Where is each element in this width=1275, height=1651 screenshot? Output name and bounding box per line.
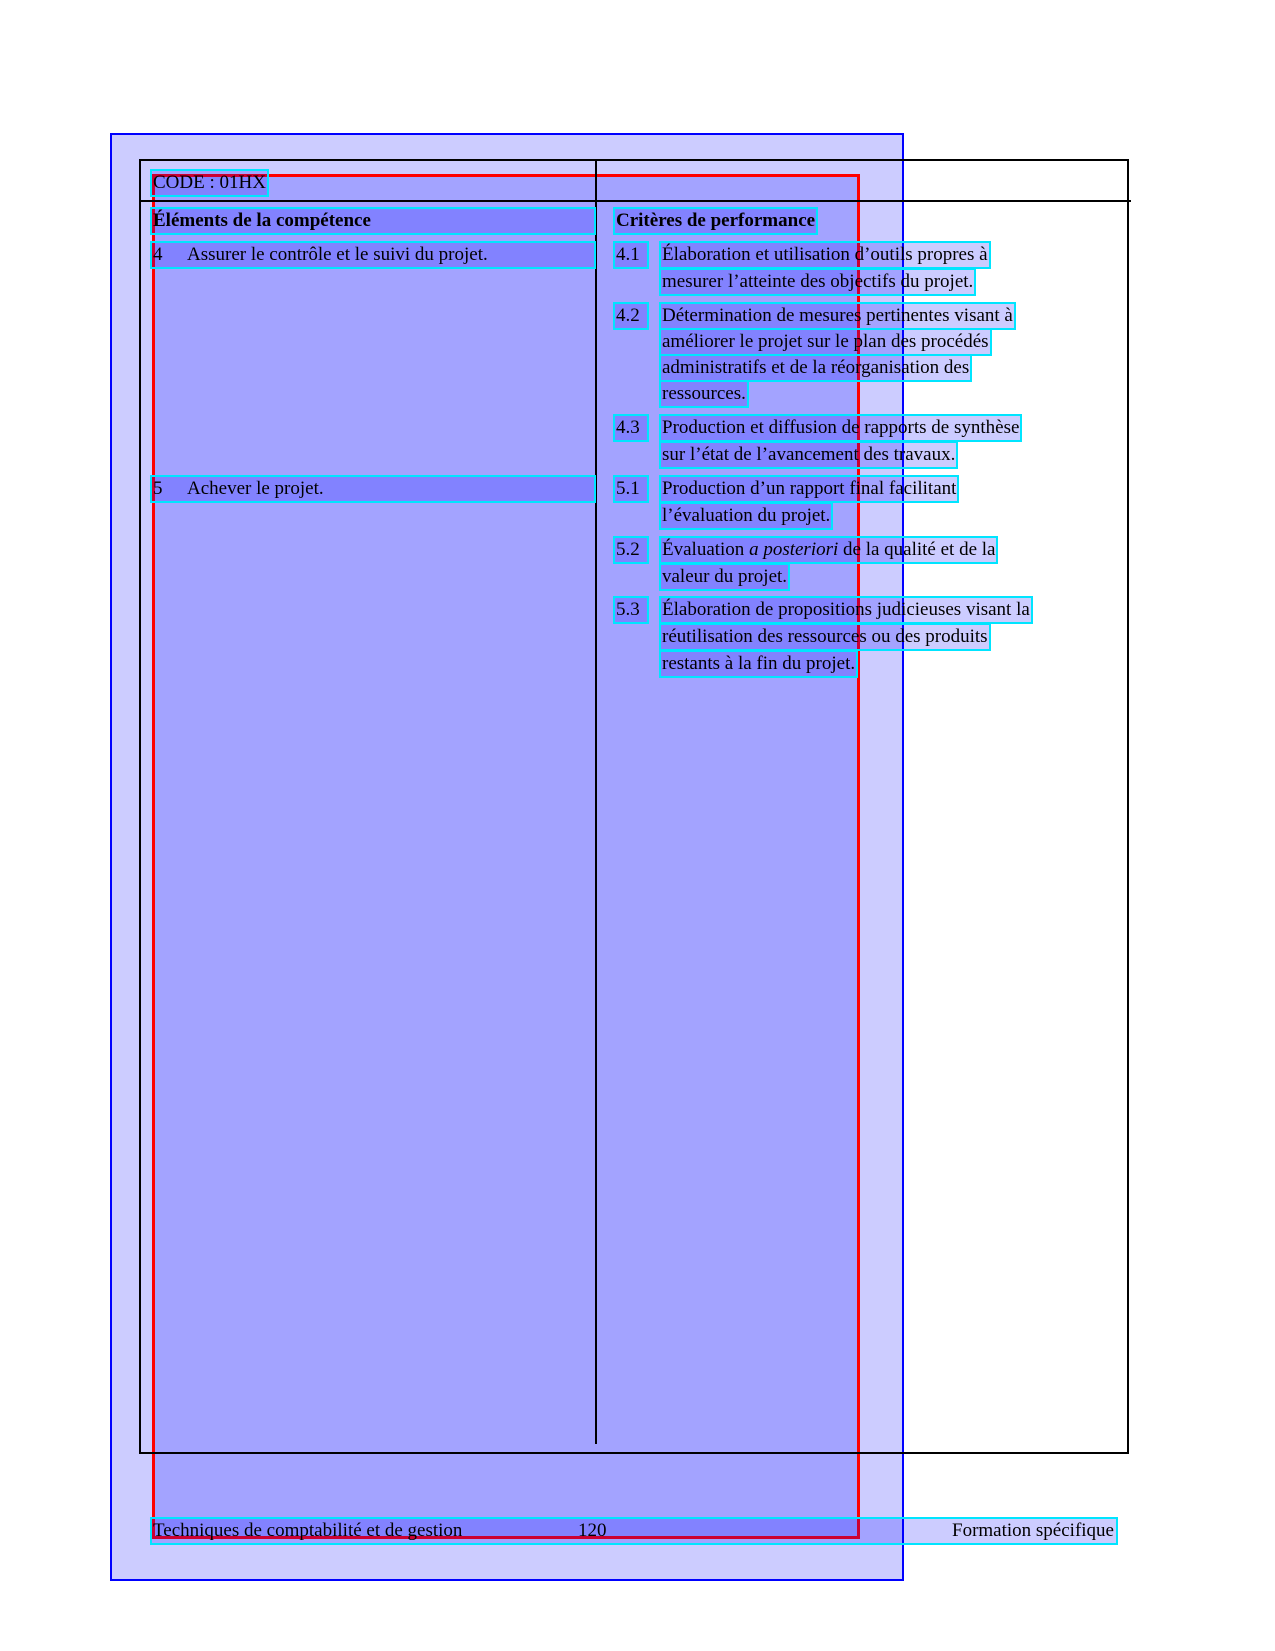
header-elements: Éléments de la compétence — [150, 207, 596, 235]
criterion-number: 5.3 — [613, 596, 649, 624]
footer-section: Formation spécifique — [952, 1520, 1114, 1541]
element-row-5: 5 Achever le projet. — [150, 475, 596, 503]
table-bottom-border — [139, 1452, 1129, 1454]
table-header-divider — [139, 200, 1131, 202]
criterion-line: administratifs et de la réorganisation d… — [658, 354, 973, 382]
criterion-line: mesurer l’atteinte des objectifs du proj… — [658, 268, 977, 296]
footer-page-number: 120 — [578, 1520, 607, 1541]
header-criteria: Critères de performance — [612, 207, 819, 235]
criterion-line: Évaluation a posteriori de la qualité et… — [658, 536, 999, 564]
criterion-line: réutilisation des ressources ou des prod… — [659, 623, 991, 651]
content-region-overlay — [152, 174, 860, 1539]
criterion-line: l’évaluation du projet. — [658, 502, 834, 530]
element-text: Assurer le contrôle et le suivi du proje… — [187, 244, 488, 265]
criterion-line: Élaboration de propositions judicieuses … — [659, 596, 1033, 624]
page-region-overlay — [110, 133, 904, 1581]
criterion-line: restants à la fin du projet. — [658, 650, 859, 678]
element-text: Achever le projet. — [187, 478, 324, 499]
criterion-line: Production et diffusion de rapports de s… — [658, 414, 1023, 442]
criterion-line: Détermination de mesures pertinentes vis… — [659, 302, 1016, 330]
criterion-line: Élaboration et utilisation d’outils prop… — [659, 241, 991, 269]
element-row-4: 4 Assurer le contrôle et le suivi du pro… — [150, 241, 596, 269]
criterion-line: ressources. — [659, 380, 749, 408]
criterion-number: 4.2 — [613, 302, 649, 330]
criterion-line: valeur du projet. — [658, 563, 791, 591]
criterion-number: 5.1 — [613, 475, 649, 503]
table-left-border — [139, 159, 141, 1454]
criterion-line: améliorer le projet sur le plan des proc… — [659, 328, 992, 356]
criterion-number: 4.3 — [613, 414, 649, 442]
footer-program: Techniques de comptabilité et de gestion — [153, 1520, 463, 1541]
criterion-line: Production d’un rapport final facilitant — [658, 475, 960, 503]
criterion-text: de la qualité et de la — [838, 539, 996, 560]
table-column-divider — [595, 159, 597, 1444]
table-top-border — [139, 159, 1129, 161]
criterion-italic-term: a posteriori — [749, 539, 839, 560]
page-footer: Techniques de comptabilité et de gestion… — [150, 1517, 1118, 1545]
criterion-line: sur l’état de l’avancement des travaux. — [658, 441, 959, 469]
element-number: 4 — [153, 244, 163, 265]
criterion-number: 4.1 — [613, 241, 649, 269]
criterion-text: Évaluation — [662, 539, 750, 560]
element-number: 5 — [153, 478, 163, 499]
code-label: CODE : 01HX — [150, 169, 269, 197]
criterion-number: 5.2 — [613, 536, 649, 564]
table-right-border — [1127, 159, 1129, 1454]
